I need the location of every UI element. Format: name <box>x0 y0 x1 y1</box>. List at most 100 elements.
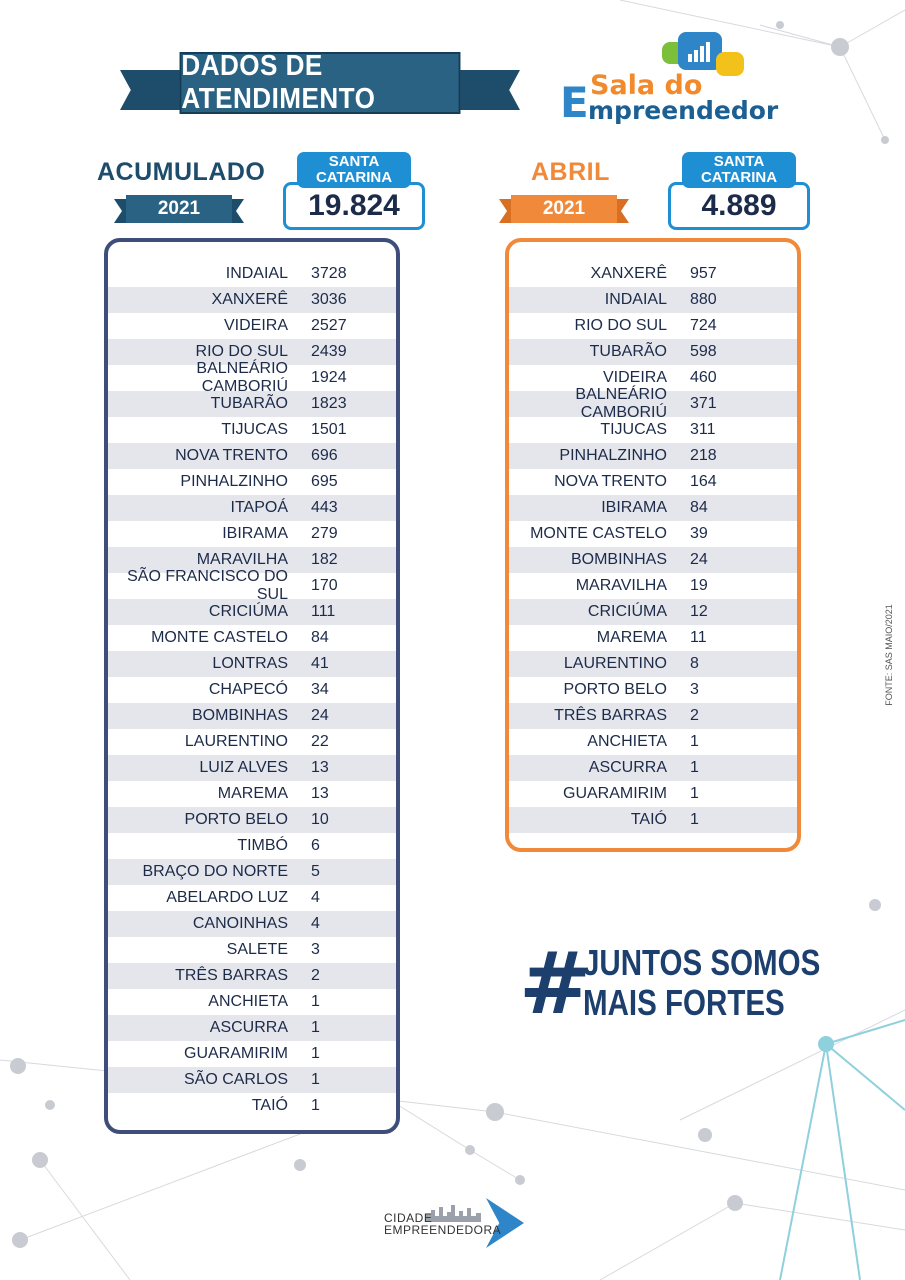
attendance-count: 19 <box>690 577 708 594</box>
table-row: BRAÇO DO NORTE 5 <box>108 859 396 885</box>
attendance-count: 164 <box>690 473 717 490</box>
abril-title: ABRIL <box>531 158 610 186</box>
city-name: NOVA TRENTO <box>554 473 667 490</box>
attendance-count: 22 <box>311 733 329 750</box>
city-name: PORTO BELO <box>184 811 288 828</box>
table-row: ASCURRA 1 <box>509 755 797 781</box>
title-ribbon: DADOS DE ATENDIMENTO <box>120 50 520 124</box>
table-row: NOVA TRENTO 696 <box>108 443 396 469</box>
city-name: ABELARDO LUZ <box>166 889 288 906</box>
city-name: LONTRAS <box>212 655 288 672</box>
acumulado-total-box: 19.824 SANTA CATARINA <box>283 152 425 230</box>
table-row: RIO DO SUL 2439 <box>108 339 396 365</box>
table-row: ANCHIETA 1 <box>108 989 396 1015</box>
abril-rows: XANXERÊ 957 INDAIAL 880 RIO DO SUL 724 TUBARÃO… <box>509 261 797 833</box>
city-name: TUBARÃO <box>589 343 667 360</box>
city-name: LAURENTINO <box>184 733 288 750</box>
attendance-count: 371 <box>690 395 717 412</box>
attendance-count: 24 <box>690 551 708 568</box>
city-name: GUARAMIRIM <box>563 785 667 802</box>
table-row: MONTE CASTELO 84 <box>108 625 396 651</box>
city-name: VIDEIRA <box>602 369 667 386</box>
attendance-count: 4 <box>311 889 320 906</box>
table-row: TIJUCAS 1501 <box>108 417 396 443</box>
acumulado-title: ACUMULADO <box>97 158 266 186</box>
attendance-count: 1 <box>690 785 699 802</box>
table-row: PORTO BELO 10 <box>108 807 396 833</box>
city-name: PINHALZINHO <box>559 447 667 464</box>
attendance-count: 695 <box>311 473 338 490</box>
table-row: BOMBINHAS 24 <box>108 703 396 729</box>
city-name: ASCURRA <box>588 759 667 776</box>
attendance-count: 1 <box>690 759 699 776</box>
attendance-count: 2 <box>690 707 699 724</box>
table-row: VIDEIRA 2527 <box>108 313 396 339</box>
acumulado-year: 2021 <box>126 195 232 223</box>
acumulado-year-tag: 2021 <box>114 195 244 225</box>
attendance-count: 34 <box>311 681 329 698</box>
city-name: SÃO FRANCISCO DO SUL <box>127 568 288 603</box>
city-name: XANXERÊ <box>590 265 667 282</box>
footer-text: CIDADE EMPREENDEDORA <box>384 1212 501 1236</box>
city-name: PORTO BELO <box>563 681 667 698</box>
total-label-line1: SANTA <box>328 153 380 170</box>
table-row: BALNEÁRIO CAMBORIÚ 371 <box>509 386 797 421</box>
table-row: IBIRAMA 279 <box>108 521 396 547</box>
table-row: LUIZ ALVES 13 <box>108 755 396 781</box>
abril-table: XANXERÊ 957 INDAIAL 880 RIO DO SUL 724 TUBARÃO… <box>505 238 801 852</box>
city-name: INDAIAL <box>225 265 288 282</box>
sala-do-empreendedor-logo: Sala do E mpreendedor <box>560 30 790 130</box>
slogan: # JUNTOS SOMOS MAIS FORTES <box>519 934 820 1034</box>
logo-big-letter: E <box>560 78 589 127</box>
acumulado-total-label: SANTA CATARINA <box>297 152 411 188</box>
attendance-count: 598 <box>690 343 717 360</box>
table-row: MARAVILHA 19 <box>509 573 797 599</box>
abril-year: 2021 <box>511 195 617 223</box>
logo-line2: mpreendedor <box>588 96 779 125</box>
attendance-count: 696 <box>311 447 338 464</box>
table-row: ITAPOÁ 443 <box>108 495 396 521</box>
table-row: PORTO BELO 3 <box>509 677 797 703</box>
city-name: XANXERÊ <box>211 291 288 308</box>
attendance-count: 1823 <box>311 395 347 412</box>
city-name: SÃO CARLOS <box>183 1071 288 1088</box>
city-name: BALNEÁRIO CAMBORIÚ <box>575 386 667 421</box>
attendance-count: 3 <box>311 941 320 958</box>
city-name: LUIZ ALVES <box>199 759 288 776</box>
table-row: MAREMA 11 <box>509 625 797 651</box>
total-label-line1: SANTA <box>713 153 765 170</box>
source-text: FONTE: SAS MAIO/2021 <box>883 604 894 706</box>
attendance-count: 11 <box>690 629 707 646</box>
table-row: XANXERÊ 957 <box>509 261 797 287</box>
table-row: TIJUCAS 311 <box>509 417 797 443</box>
city-name: BOMBINHAS <box>191 707 288 724</box>
acumulado-rows: INDAIAL 3728 XANXERÊ 3036 VIDEIRA 2527 RIO DO … <box>108 261 396 1119</box>
table-row: PINHALZINHO 695 <box>108 469 396 495</box>
logo-bar-chart-icon <box>688 40 712 62</box>
table-row: LONTRAS 41 <box>108 651 396 677</box>
attendance-count: 460 <box>690 369 717 386</box>
page-title: DADOS DE ATENDIMENTO <box>179 50 461 115</box>
table-row: CHAPECÓ 34 <box>108 677 396 703</box>
city-name: TIJUCAS <box>221 421 288 438</box>
city-name: ITAPOÁ <box>230 499 289 516</box>
attendance-count: 1 <box>311 1071 320 1088</box>
table-row: TRÊS BARRAS 2 <box>108 963 396 989</box>
table-row: ANCHIETA 1 <box>509 729 797 755</box>
ribbon-left-tail <box>120 70 180 110</box>
acumulado-table: INDAIAL 3728 XANXERÊ 3036 VIDEIRA 2527 RIO DO … <box>104 238 400 1134</box>
city-name: BOMBINHAS <box>570 551 667 568</box>
city-name: NOVA TRENTO <box>175 447 288 464</box>
city-name: INDAIAL <box>604 291 667 308</box>
abril-year-tag: 2021 <box>499 195 629 225</box>
table-row: SÃO FRANCISCO DO SUL 170 <box>108 568 396 603</box>
city-name: LAURENTINO <box>563 655 667 672</box>
city-name: TRÊS BARRAS <box>554 707 667 724</box>
table-row: SALETE 3 <box>108 937 396 963</box>
city-name: TUBARÃO <box>210 395 288 412</box>
table-row: CANOINHAS 4 <box>108 911 396 937</box>
city-name: TRÊS BARRAS <box>175 967 288 984</box>
attendance-count: 3728 <box>311 265 347 282</box>
city-name: MONTE CASTELO <box>530 525 667 542</box>
table-row: GUARAMIRIM 1 <box>108 1041 396 1067</box>
